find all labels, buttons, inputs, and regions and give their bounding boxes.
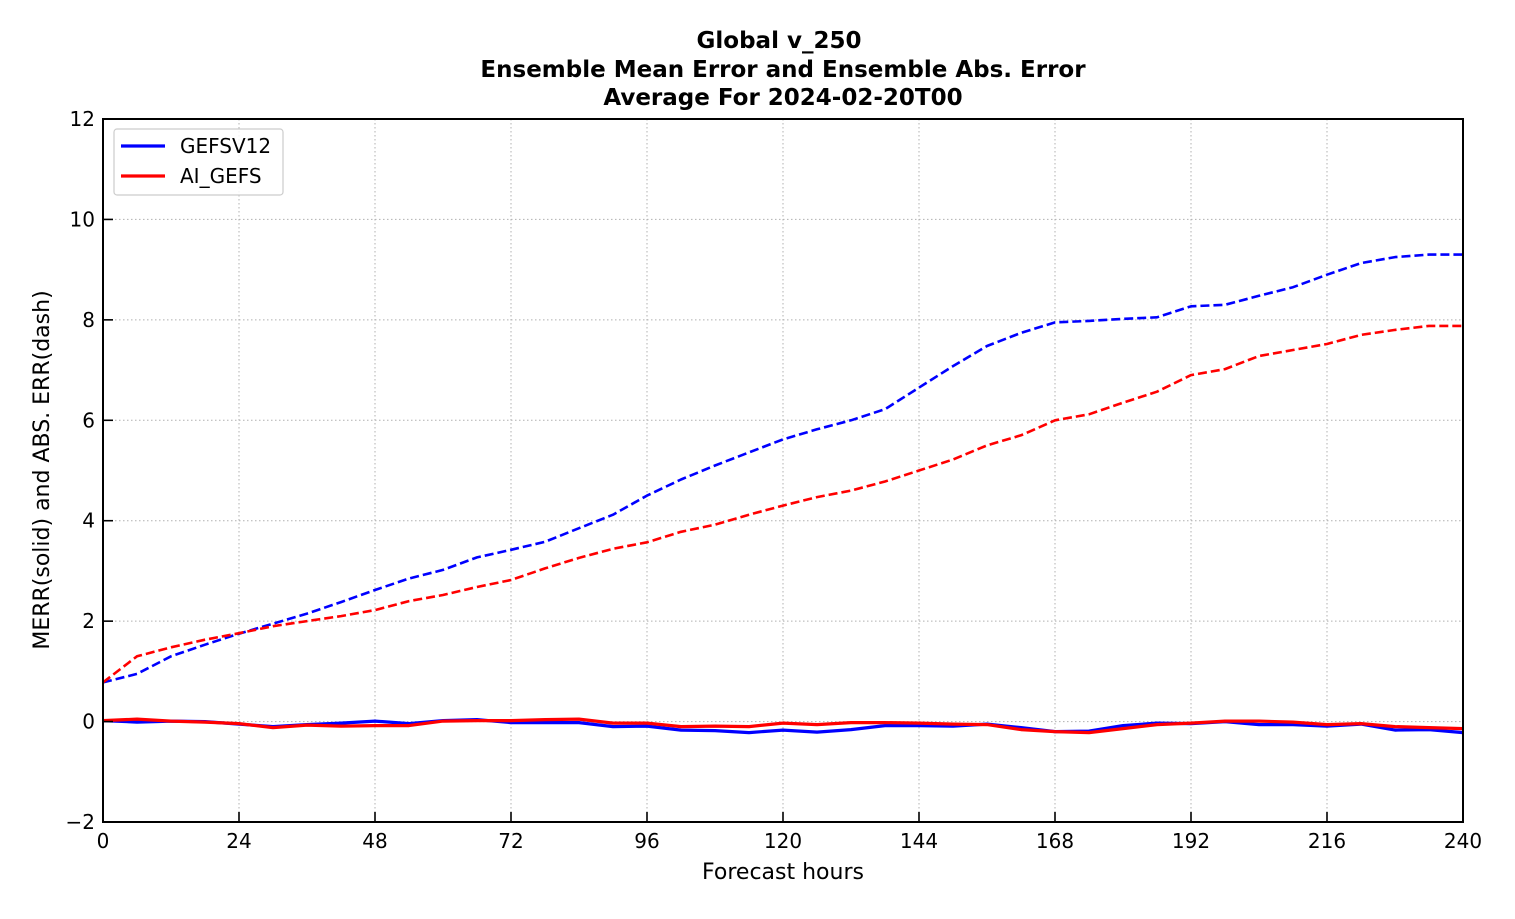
y-tick-label: 12	[70, 107, 95, 131]
x-tick-label: 120	[764, 829, 802, 853]
y-tick-label: 6	[82, 408, 95, 432]
x-tick-label: 240	[1444, 829, 1482, 853]
x-tick-label: 96	[634, 829, 659, 853]
x-tick-label: 24	[226, 829, 251, 853]
series-ai-gefs-merr-line	[102, 717, 1464, 735]
chart-title: Global v_250 Ensemble Mean Error and Ens…	[480, 28, 1086, 111]
x-tick-label: 216	[1308, 829, 1346, 853]
series-ai-gefs-abs-err-line	[102, 324, 1463, 684]
x-tick-label: 72	[498, 829, 523, 853]
y-tick-label: 0	[82, 710, 95, 734]
legend-label-gefsv12: GEFSV12	[180, 134, 271, 158]
axis-ticks	[102, 118, 1464, 823]
x-tick-label: 192	[1172, 829, 1210, 853]
y-tick-label: 2	[82, 609, 95, 633]
y-tick-label: 10	[70, 207, 95, 231]
y-tick-label: −2	[66, 810, 95, 834]
legend: GEFSV12 AI_GEFS	[113, 128, 284, 196]
x-tick-label: 168	[1036, 829, 1074, 853]
x-axis-label: Forecast hours	[702, 860, 864, 885]
x-tick-label: 144	[900, 829, 938, 853]
y-axis-tick-labels: −2 0 2 4 6 8 10 12	[66, 107, 95, 834]
x-axis-tick-labels: 0 24 48 72 96 120 144 168 192 216 240	[97, 829, 1482, 853]
y-tick-label: 4	[82, 509, 95, 533]
chart-title-line-1: Global v_250	[697, 28, 862, 54]
series-gefsv12-abs-err-line	[102, 253, 1463, 684]
legend-label-ai-gefs: AI_GEFS	[180, 164, 262, 188]
x-tick-label: 48	[362, 829, 387, 853]
series-lines	[102, 253, 1464, 735]
chart-title-line-3: Average For 2024-02-20T00	[603, 85, 962, 111]
grid-lines	[103, 119, 1463, 822]
x-tick-label: 0	[97, 829, 110, 853]
y-axis-label: MERR(solid) and ABS. ERR(dash)	[30, 290, 55, 649]
y-tick-label: 8	[82, 308, 95, 332]
chart-title-line-2: Ensemble Mean Error and Ensemble Abs. Er…	[480, 57, 1086, 83]
